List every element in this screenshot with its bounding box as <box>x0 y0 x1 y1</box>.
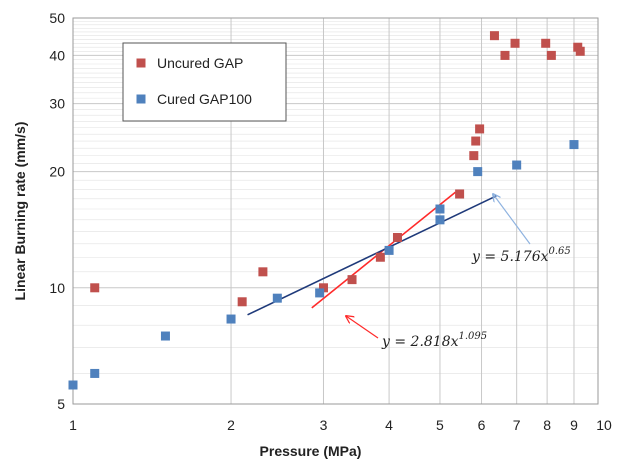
fit-equation: y = 5.176x0.65 <box>471 246 571 265</box>
data-point <box>510 38 520 48</box>
data-point <box>435 204 445 214</box>
fit-equation: y = 2.818x1.095 <box>381 331 487 350</box>
x-tick-label: 2 <box>227 417 235 433</box>
y-tick-label: 20 <box>49 164 65 180</box>
data-point <box>68 380 78 390</box>
data-point <box>347 275 357 285</box>
data-point <box>469 151 479 161</box>
legend-label: Cured GAP100 <box>157 91 252 107</box>
data-point <box>226 314 236 324</box>
data-point <box>272 293 282 303</box>
data-point <box>500 50 510 60</box>
x-tick-label: 3 <box>320 417 328 433</box>
x-tick-label: 4 <box>385 417 393 433</box>
data-point <box>471 136 481 146</box>
legend-label: Uncured GAP <box>157 55 243 71</box>
plot-area-border <box>72 17 599 405</box>
y-tick-label: 30 <box>49 96 65 112</box>
data-point <box>384 245 394 255</box>
data-point <box>237 297 247 307</box>
x-tick-label: 1 <box>69 417 77 433</box>
data-point <box>546 50 556 60</box>
x-tick-label: 9 <box>570 417 578 433</box>
data-point <box>455 189 465 199</box>
data-point <box>90 368 100 378</box>
y-tick-label: 40 <box>49 47 65 63</box>
data-point <box>375 252 385 262</box>
data-point <box>575 46 585 56</box>
data-point <box>160 331 170 341</box>
data-point <box>569 140 579 150</box>
data-point <box>473 167 483 177</box>
data-point <box>315 288 325 298</box>
y-axis-title: Linear Burning rate (mm/s) <box>12 122 28 301</box>
x-tick-label: 5 <box>436 417 444 433</box>
x-tick-label: 6 <box>478 417 486 433</box>
data-point <box>512 160 522 170</box>
trendline <box>247 195 497 316</box>
data-point <box>541 38 551 48</box>
data-point <box>435 215 445 225</box>
legend-marker <box>136 58 146 68</box>
legend-marker <box>136 94 146 104</box>
annotation-arrow <box>346 316 379 339</box>
data-point <box>318 283 328 293</box>
y-tick-label: 5 <box>57 396 65 412</box>
data-point <box>489 31 499 41</box>
x-tick-label: 8 <box>543 417 551 433</box>
annotation-arrow <box>493 194 531 245</box>
data-point <box>475 124 485 134</box>
legend-box <box>122 42 287 122</box>
x-tick-label: 10 <box>596 417 612 433</box>
y-tick-label: 10 <box>49 280 65 296</box>
x-axis-title: Pressure (MPa) <box>260 443 362 459</box>
y-tick-label: 50 <box>49 10 65 26</box>
data-point <box>90 283 100 293</box>
data-point <box>258 267 268 277</box>
x-tick-label: 7 <box>513 417 521 433</box>
data-point <box>392 232 402 242</box>
